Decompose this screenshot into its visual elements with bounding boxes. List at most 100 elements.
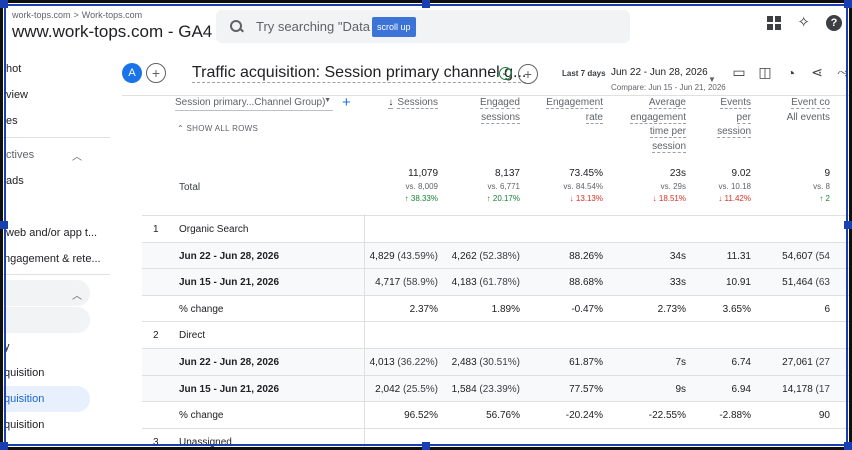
column-header-event-count[interactable]: Event co All events — [786, 97, 830, 123]
row-channel-name[interactable]: Unassigned — [179, 436, 232, 448]
column-header-sessions[interactable]: ↓ Sessions — [388, 97, 438, 109]
cell-percent: (63 — [812, 277, 830, 289]
sidebar-item-acquisition[interactable]: quisition — [4, 419, 45, 431]
resize-handle-top[interactable] — [422, 0, 430, 8]
compare-columns-icon[interactable]: ◫ — [758, 64, 772, 80]
total-change: ↓ 18.51% — [652, 194, 686, 203]
caret-down-icon[interactable]: ▼ — [708, 75, 716, 84]
table-cell: 6.94 — [731, 383, 751, 395]
sidebar-item-traffic-acquisition[interactable]: quisition — [0, 386, 90, 412]
column-header-engagement-rate[interactable]: Engagement rate — [546, 97, 603, 124]
scroll-up-tooltip[interactable]: scroll up — [372, 17, 416, 37]
column-header-engaged-sessions[interactable]: Engaged sessions — [479, 97, 520, 124]
total-value: 9.02 — [731, 168, 751, 179]
insights-icon[interactable]: ◔ — [786, 64, 796, 81]
row-divider — [142, 215, 852, 216]
resize-handle-left[interactable] — [0, 221, 8, 229]
table-cell: 77.57% — [569, 383, 603, 395]
customize-report-icon[interactable]: ▭ — [732, 64, 746, 80]
trend-icon[interactable]: ⤳ — [837, 64, 849, 80]
report-toolbar: ▭ ◫ ◔ ⋖ ⤳ — [732, 64, 850, 81]
table-cell: 1,584 (23.39%) — [451, 383, 520, 395]
sidebar-item-user-acquisition[interactable]: quisition — [4, 367, 45, 379]
total-change: ↓ 11.42% — [718, 194, 751, 203]
resize-handle-bottom-right[interactable] — [844, 442, 852, 450]
table-row: Jun 22 - Jun 28, 2026 4,829 (43.59%) 4,262… — [142, 242, 852, 270]
add-filter-icon[interactable]: + — [518, 64, 538, 84]
cell-percent: (43.59%) — [394, 250, 438, 262]
sidebar-section-objectives[interactable]: ctives — [6, 149, 35, 161]
add-comparison-icon[interactable]: + — [146, 63, 166, 83]
total-compare-value: vs. 10.18 — [718, 182, 751, 191]
total-cell: 23s vs. 29s ↓ 18.51% — [586, 168, 686, 203]
sidebar-item-y[interactable]: y — [4, 341, 10, 353]
apps-grid-icon[interactable] — [767, 16, 782, 30]
table-cell: 2.73% — [657, 303, 686, 315]
report-title[interactable]: Traffic acquisition: Session primary cha… — [192, 64, 527, 83]
report-header: A + Traffic acquisition: Session primary… — [122, 50, 852, 96]
date-range[interactable]: Jun 22 - Jun 28, 2026 — [611, 67, 708, 78]
resize-handle-top-left[interactable] — [0, 0, 8, 8]
cell-percent: (27 — [812, 357, 830, 368]
search-bar[interactable]: Try searching "Data Stre — [216, 10, 630, 43]
sidebar-item-web-app-traffic[interactable]: web and/or app t... — [6, 227, 98, 239]
row-label: % change — [179, 410, 224, 422]
cell-percent: (30.51%) — [476, 357, 520, 368]
table-row[interactable]: 2 Direct — [142, 322, 852, 349]
total-cell: 9 vs. 8 ↑ 2 — [730, 168, 830, 203]
property-selector[interactable]: www.work-tops.com - GA4 ▼ — [12, 22, 227, 42]
sidebar-item-overview[interactable]: view — [6, 89, 29, 101]
avatar[interactable]: A — [122, 63, 142, 83]
total-compare-value: vs. 84.54% — [563, 182, 603, 191]
chevron-up-icon[interactable]: ︿ — [72, 152, 82, 163]
total-compare-value: vs. 6,771 — [487, 182, 520, 191]
sidebar-item-engagement-retention[interactable]: ngagement & rete... — [4, 253, 101, 265]
sidebar-item-reports[interactable]: es — [6, 115, 18, 127]
table-cell: 4,717 (58.9%) — [375, 277, 438, 289]
cell-percent: (23.39%) — [476, 383, 520, 395]
help-icon[interactable]: ? — [826, 15, 842, 31]
share-icon[interactable]: ⋖ — [811, 64, 823, 80]
date-compare: Compare: Jun 15 - Jun 21, 2026 — [611, 83, 726, 92]
table-cell: 11.31 — [726, 250, 751, 262]
breadcrumb-account[interactable]: work-tops.com — [12, 10, 71, 20]
add-dimension-button[interactable]: + — [342, 96, 351, 111]
table-cell: 90 — [818, 410, 830, 422]
resize-handle-right[interactable] — [844, 221, 852, 229]
sidebar-item-selected-hover[interactable] — [0, 307, 90, 333]
table-cell: 33s — [669, 277, 686, 289]
table-cell: 10.91 — [725, 277, 751, 289]
row-label: Jun 15 - Jun 21, 2026 — [179, 383, 280, 395]
table-cell: 34s — [669, 250, 686, 262]
table-row[interactable]: 1 Organic Search — [142, 216, 852, 243]
row-channel-name[interactable]: Direct — [179, 330, 206, 342]
resize-handle-bottom[interactable] — [422, 442, 430, 450]
date-preset-label[interactable]: Last 7 days — [562, 69, 606, 78]
cell-percent: (52.38%) — [476, 250, 520, 262]
column-header-events-per-session[interactable]: Events per session — [717, 97, 751, 138]
row-index: 3 — [153, 436, 159, 448]
table-cell: 3.65% — [722, 303, 751, 315]
sidebar-item-snapshot[interactable]: hot — [6, 63, 22, 75]
chevron-up-icon[interactable]: ︿ — [72, 291, 82, 302]
sidebar-item-leads[interactable]: ads — [6, 175, 24, 187]
table-row[interactable]: 3 Unassigned — [142, 429, 852, 450]
total-value: 73.45% — [569, 168, 603, 179]
top-icons: ✧ ? — [767, 15, 842, 31]
resize-handle-bottom-left[interactable] — [0, 442, 8, 450]
total-value: 8,137 — [494, 168, 520, 179]
show-all-rows-button[interactable]: ⌃ SHOW ALL ROWS — [177, 124, 259, 133]
column-header-avg-engagement-time[interactable]: Average engagement time per session — [630, 97, 686, 153]
search-insights-icon[interactable]: ✧ — [797, 14, 810, 31]
table-cell: -0.47% — [571, 303, 603, 315]
dimension-select[interactable]: Session primary...Channel Group) ▼ — [175, 97, 333, 111]
table-cell: 4,183 (61.78%) — [451, 277, 520, 289]
total-cell: 73.45% vs. 84.54% ↓ 13.13% — [503, 168, 603, 203]
sidebar-section-header[interactable] — [0, 280, 90, 306]
report-table: Session primary...Channel Group) ▼ + ⌃ S… — [122, 96, 852, 450]
row-channel-name[interactable]: Organic Search — [179, 224, 249, 235]
total-change: ↑ 38.33% — [404, 194, 438, 203]
breadcrumb-property[interactable]: Work-tops.com — [81, 10, 143, 20]
sort-down-icon: ↓ — [388, 97, 394, 109]
resize-handle-top-right[interactable] — [844, 0, 852, 8]
